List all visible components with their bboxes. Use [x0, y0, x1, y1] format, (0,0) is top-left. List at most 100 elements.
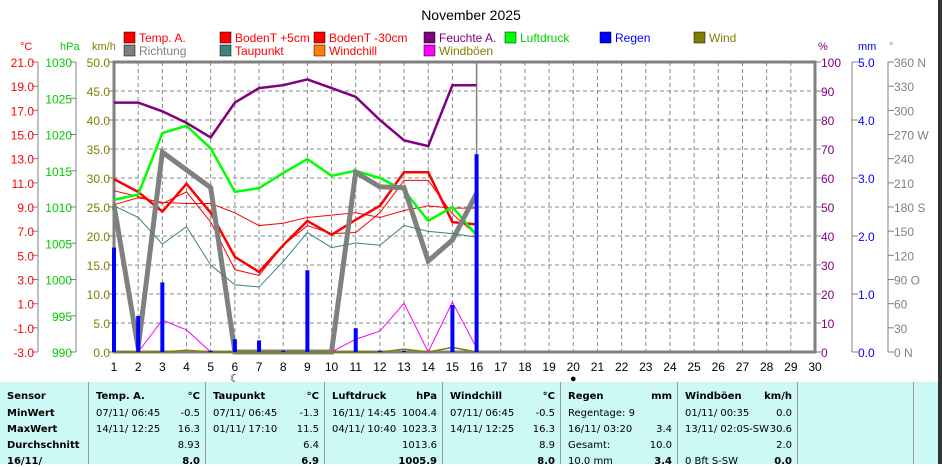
celsius-tick-label: 13.0	[11, 153, 35, 167]
percent-tick-label: 10	[821, 317, 835, 331]
hpa-tick-label: 1030	[45, 56, 72, 70]
x-tick-label: 20	[567, 360, 581, 374]
cell-value: °C	[306, 391, 319, 402]
x-tick-label: 3	[159, 360, 166, 374]
series-line-feuchte-a-	[114, 78, 477, 148]
rain-bar	[353, 328, 358, 352]
cell-value: 8.93	[177, 440, 200, 451]
celsius-tick-label: 7.0	[17, 225, 34, 239]
kmh-tick-label: 50.0	[87, 56, 111, 70]
hpa-tick-label: 990	[52, 346, 72, 360]
cell-value: mm	[651, 391, 672, 402]
cell-label: Regen	[568, 391, 604, 402]
mm-tick-label: 4.0	[858, 114, 875, 128]
kmh-tick-label: 20.0	[87, 230, 111, 244]
percent-tick-label: 80	[821, 114, 835, 128]
rain-bar	[136, 316, 141, 352]
kmh-tick-label: 30.0	[87, 172, 111, 186]
kmh-tick-label: 10.0	[87, 288, 111, 302]
x-tick-label: 21	[591, 360, 605, 374]
percent-unit-label: %	[818, 41, 828, 53]
rain-bar	[160, 282, 165, 352]
series-line-windb-en	[114, 301, 478, 354]
rain-bar	[281, 350, 286, 352]
series-line-taupunkt	[113, 205, 477, 288]
cell-label: 16/11/ 03:20	[568, 424, 633, 435]
table-column-windchill: Windchill °C 07/11/ 06:45 -0.5 14/11/ 12:25 1…	[442, 382, 561, 467]
table-column-regen: Regen mm Regentage: 9 16/11/ 03:20 3.4 Gesamt…	[560, 382, 678, 467]
cell-value: 1004.4	[402, 408, 437, 419]
cell-value: -0.5	[535, 408, 555, 419]
legend-swatch	[423, 31, 436, 44]
hpa-tick-label: 1015	[45, 165, 72, 179]
series-line-temp-a-	[113, 170, 477, 274]
series-line-bodent-5cm	[113, 179, 477, 277]
cell-value: °C	[187, 391, 200, 402]
moon-crescent-icon: ☾	[230, 373, 240, 382]
rain-bar	[305, 270, 310, 352]
cell-value: 8.9	[539, 440, 555, 451]
legend-item-label: Wind	[709, 31, 736, 45]
x-tick-label: 2	[135, 360, 142, 374]
x-tick-label: 24	[663, 360, 677, 374]
x-tick-label: 30	[808, 360, 822, 374]
cell-label: 16/11/ 14:45	[332, 408, 397, 419]
cell-value: 11.5	[296, 424, 319, 435]
celsius-tick-label: 3.0	[17, 274, 34, 288]
hpa-unit-label: hPa	[60, 41, 80, 53]
mm-tick-label: 5.0	[858, 56, 875, 70]
series-line-bodent-30cm	[113, 197, 477, 227]
legend-swatch	[423, 44, 436, 57]
legend-swatch	[123, 44, 136, 57]
cell-label: Windchill	[450, 391, 503, 402]
legend-item-label: Windchill	[329, 44, 377, 58]
cell-label: 07/11/ 06:45	[213, 408, 278, 419]
kmh-tick-label: 5.0	[93, 317, 110, 331]
legend-swatch	[504, 31, 517, 44]
cell-value: 2.0	[776, 440, 792, 451]
hpa-tick-label: 1000	[45, 274, 72, 288]
cell-label: Sensor	[7, 391, 46, 402]
percent-tick-label: 30	[821, 259, 835, 273]
deg-tick-label: 180 S	[894, 201, 925, 215]
kmh-unit-label: km/h	[92, 41, 116, 53]
deg-tick-label: 360 N	[894, 56, 926, 70]
kmh-tick-label: 15.0	[87, 259, 111, 273]
legend-item-label: Regen	[615, 31, 650, 45]
rain-bar	[232, 339, 237, 352]
legend-item-label: Richtung	[139, 44, 186, 58]
percent-tick-label: 70	[821, 143, 835, 157]
rain-bar	[257, 340, 262, 352]
x-tick-label: 7	[256, 360, 263, 374]
deg-tick-label: 330	[894, 80, 914, 94]
deg-tick-label: 60	[894, 298, 908, 312]
cell-label: MinWert	[7, 408, 55, 419]
x-tick-label: 25	[687, 360, 701, 374]
hpa-tick-label: 1010	[45, 201, 72, 215]
kmh-tick-label: 35.0	[87, 143, 111, 157]
x-tick-label: 27	[736, 360, 750, 374]
mm-tick-label: 0.0	[858, 346, 875, 360]
cell-label: Regentage: 9	[568, 408, 635, 419]
legend-swatch	[313, 44, 326, 57]
cell-value: km/h	[764, 391, 792, 402]
celsius-tick-label: 11.0	[12, 177, 35, 191]
percent-tick-label: 40	[821, 230, 835, 244]
legend-swatch	[123, 31, 136, 44]
rain-bar	[112, 247, 116, 352]
legend-swatch	[693, 31, 706, 44]
deg-tick-label: 120	[894, 249, 914, 263]
x-tick-label: 22	[615, 360, 629, 374]
cell-label: 13/11/ 02:0S-SW	[685, 424, 770, 435]
cell-label: 16/11/	[7, 456, 43, 467]
x-tick-label: 9	[304, 360, 311, 374]
mm-tick-label: 2.0	[858, 230, 875, 244]
table-empty-column	[797, 382, 799, 464]
x-tick-label: 18	[518, 360, 532, 374]
hpa-tick-label: 995	[52, 310, 72, 324]
rain-bar	[208, 350, 213, 352]
window-edge	[938, 0, 942, 464]
cell-label: Luftdruck	[332, 391, 387, 402]
kmh-tick-label: 45.0	[87, 85, 111, 99]
cell-label: Gesamt:	[568, 440, 611, 451]
